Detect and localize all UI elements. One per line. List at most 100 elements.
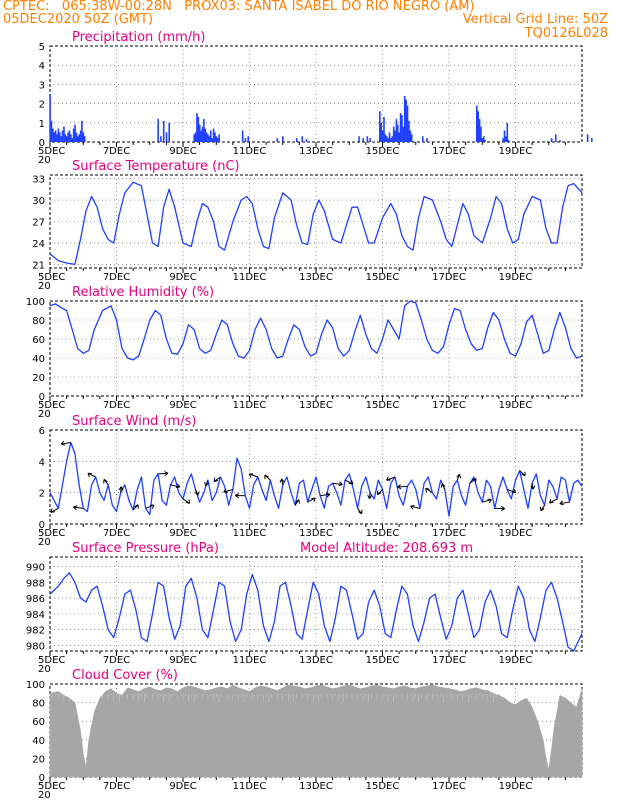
wind-arrowhead: [521, 471, 526, 477]
precip-bar: [366, 136, 369, 142]
precip-bar: [216, 138, 219, 142]
precip-bar: [381, 130, 384, 142]
y-tick-label: 1: [39, 119, 45, 130]
precip-bar: [49, 94, 51, 142]
wind-arrowhead: [194, 491, 200, 496]
precip-bar: [305, 139, 308, 142]
y-tick-label: 0: [39, 392, 45, 403]
x-tick-label: 9DEC: [169, 146, 196, 157]
precip-bar: [83, 136, 86, 142]
precip-bar: [362, 138, 365, 142]
x-tick-label: 11DEC: [233, 781, 267, 792]
y-tick-label: 60: [32, 717, 45, 728]
x-tick-label: 7DEC: [103, 272, 130, 283]
precip-bar: [58, 132, 61, 142]
wind-arrowhead: [149, 504, 155, 509]
wind-arrowhead: [87, 472, 92, 478]
panel-frame: [49, 556, 583, 652]
wind-arrow: [410, 505, 421, 509]
panel-title: Relative Humidity (%): [72, 285, 214, 300]
wind-arrowhead: [248, 473, 254, 478]
x-tick-label: 17DEC: [432, 781, 466, 792]
precip-bar: [81, 120, 83, 142]
precip-bar: [484, 140, 486, 142]
precip-bar: [392, 126, 395, 142]
x-tick-label: 5DEC: [38, 655, 65, 666]
x-tick-label: 19DEC: [499, 655, 533, 666]
precip-bar: [388, 132, 391, 142]
x-tick-label: 17DEC: [432, 146, 466, 157]
wind-arrow: [507, 489, 517, 494]
panel-title: Cloud Cover (%): [72, 668, 178, 683]
precip-bar: [160, 136, 162, 142]
y-tick-label: 20: [32, 754, 45, 765]
y-tick-label: 4: [39, 61, 45, 72]
precip-bar: [478, 118, 481, 142]
wind-arrowhead: [397, 484, 402, 490]
x-year-label: 20: [38, 790, 51, 800]
wind-arrowhead: [164, 471, 169, 477]
wind-arrowhead: [338, 481, 343, 487]
y-tick-label: 0: [39, 773, 45, 784]
y-tick-label: 100: [26, 680, 45, 691]
y-tick-label: 986: [26, 594, 45, 605]
precip-bar: [193, 134, 195, 142]
x-tick-label: 9DEC: [169, 272, 196, 283]
precip-bar: [384, 134, 387, 142]
precip-bar: [50, 120, 53, 142]
precip-bar: [476, 105, 478, 142]
precip-bar: [402, 126, 405, 142]
wind-arrowhead: [204, 482, 209, 487]
precip-bar: [380, 122, 383, 142]
wind-arrow: [223, 489, 234, 493]
precip-bar: [207, 134, 209, 142]
precip-bar: [53, 132, 56, 142]
wind-arrowhead: [358, 509, 363, 515]
x-tick-label: 19DEC: [499, 528, 533, 539]
wind-arrowhead: [440, 483, 446, 488]
precip-bar: [162, 120, 165, 142]
wind-arrowhead: [472, 478, 477, 483]
y-tick-label: 40: [32, 354, 45, 365]
y-tick-label: 0: [39, 138, 45, 149]
precip-bar: [395, 118, 398, 142]
y-tick-label: 80: [32, 316, 45, 327]
y-tick-label: 40: [32, 736, 45, 747]
precip-bar: [387, 138, 389, 142]
precip-bar: [72, 128, 75, 142]
series-line: [49, 572, 583, 652]
y-tick-label: 20: [32, 373, 45, 384]
precip-bar: [394, 130, 396, 142]
y-tick-label: 988: [26, 578, 45, 589]
x-tick-label: 15DEC: [366, 400, 400, 411]
wind-arrowhead: [295, 499, 300, 504]
precip-bar: [212, 128, 215, 142]
precip-bar: [197, 117, 200, 142]
precip-bar: [391, 136, 394, 142]
x-tick-label: 11DEC: [233, 528, 267, 539]
panel-title: Surface Temperature (nC): [72, 159, 240, 174]
wind-arrowhead: [376, 490, 382, 496]
y-tick-label: 2: [39, 489, 45, 500]
y-tick-label: 2: [39, 100, 45, 111]
x-tick-label: 17DEC: [432, 272, 466, 283]
precip-bar: [67, 132, 69, 142]
precip-bar: [410, 134, 413, 142]
precip-bar: [409, 130, 412, 142]
precip-bar: [61, 130, 64, 142]
precip-bar: [421, 136, 424, 142]
wind-arrow: [559, 501, 570, 505]
wind-arrowhead: [511, 488, 517, 494]
precip-bar: [383, 117, 385, 142]
x-tick-label: 7DEC: [103, 146, 130, 157]
y-tick-label: 3: [39, 80, 45, 91]
wind-arrowhead: [410, 504, 415, 510]
wind-arrowhead: [348, 479, 354, 485]
precip-bar: [426, 138, 428, 142]
wind-arrowhead: [386, 476, 391, 481]
x-tick-label: 19DEC: [499, 400, 533, 411]
wind-arrowhead: [118, 486, 124, 491]
precip-bar: [399, 113, 402, 142]
y-tick-label: 990: [26, 562, 45, 573]
